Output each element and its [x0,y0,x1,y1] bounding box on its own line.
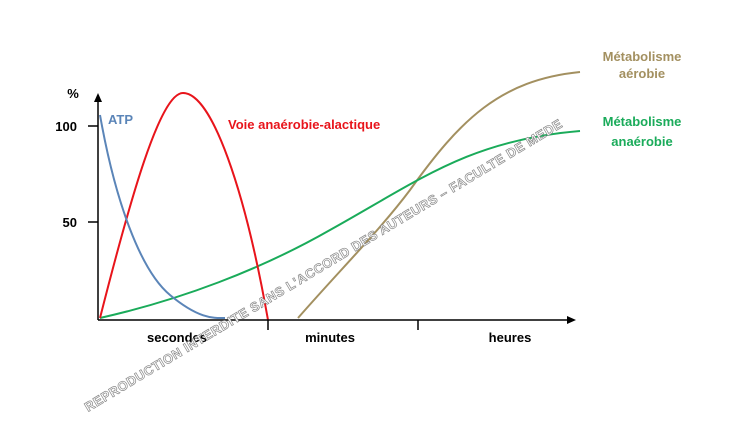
curve-label: Métabolisme [603,114,682,129]
x-period-label: minutes [305,330,355,345]
y-tick-label: 100 [55,119,77,134]
atp-curve [99,114,226,320]
curve-label: ATP [108,112,133,127]
curve-label: aérobie [619,66,665,81]
alactic-curve [99,91,269,321]
x-arrow [567,316,576,324]
anaerobic-curve [99,130,581,319]
curve-label: Voie anaérobie-alactique [228,117,380,132]
curve-label: Métabolisme [603,49,682,64]
y-axis-label: % [67,86,79,101]
x-period-label: secondes [147,330,207,345]
aerobic-curve [297,71,581,319]
y-tick-label: 50 [63,215,77,230]
y-arrow [94,93,102,102]
watermark: REPRODUCTION INTERDITE SANS L'ACCORD DES… [82,116,565,415]
curve-label: anaérobie [611,134,672,149]
x-period-label: heures [489,330,532,345]
